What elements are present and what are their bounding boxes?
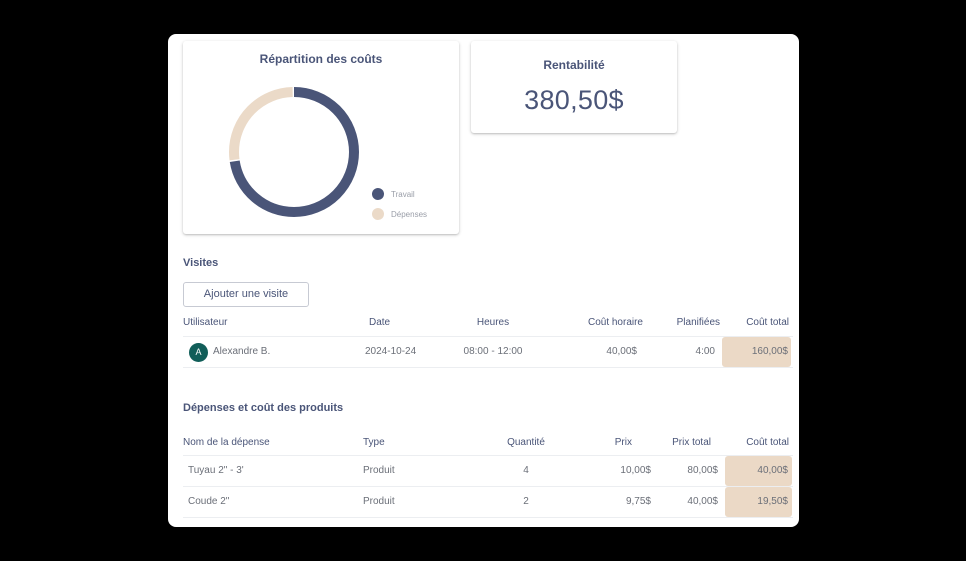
col-header-total-cost[interactable]: Coût total (746, 437, 789, 448)
profitability-value: 380,50$ (524, 85, 624, 115)
donut-segment-travail[interactable] (229, 87, 359, 217)
legend-dot-icon (372, 208, 384, 220)
add-visit-button[interactable]: Ajouter une visite (183, 282, 309, 307)
table-row[interactable]: Tuyau 2" - 3' Produit 4 10,00$ 80,00$ 40… (183, 456, 793, 487)
cell-total-price: 40,00$ (687, 496, 718, 507)
col-header-total-price[interactable]: Prix total (672, 437, 711, 448)
col-header-date[interactable]: Date (369, 317, 391, 328)
col-header-user[interactable]: Utilisateur (183, 317, 228, 328)
col-header-price[interactable]: Prix (614, 437, 632, 448)
col-header-hours[interactable]: Heures (476, 317, 510, 328)
cell-hourly-cost: 40,00$ (606, 346, 637, 357)
table-row[interactable]: Coude 2" Produit 2 9,75$ 40,00$ 19,50$ (183, 487, 793, 518)
table-row[interactable]: A Alexandre B. 2024-10-24 08:00 - 12:00 … (183, 337, 793, 368)
cell-total-cost: 19,50$ (757, 496, 788, 507)
cell-expense-name: Coude 2" (188, 496, 230, 507)
cell-planned: 4:00 (695, 346, 715, 357)
visits-table: Utilisateur Date Heures Coût horaire Pla… (183, 317, 793, 369)
cell-quantity: 2 (523, 496, 529, 507)
cell-date: 2024-10-24 (365, 346, 417, 357)
job-cost-panel: Répartition des coûts Travail Dépenses R… (168, 34, 799, 527)
col-header-quantity[interactable]: Quantité (507, 437, 545, 448)
cell-total-cost: 160,00$ (751, 346, 788, 357)
expenses-title: Dépenses et coût des produits (183, 402, 344, 414)
cost-distribution-card: Répartition des coûts Travail Dépenses (183, 41, 459, 234)
cell-total-price: 80,00$ (687, 465, 718, 476)
chart-legend: Travail Dépenses (372, 184, 427, 224)
cell-expense-name: Tuyau 2" - 3' (188, 465, 244, 476)
col-header-total-cost[interactable]: Coût total (746, 317, 789, 328)
profitability-card: Rentabilité 380,50$ (471, 41, 677, 133)
cell-user: Alexandre B. (213, 346, 271, 357)
cell-hours: 08:00 - 12:00 (463, 346, 523, 357)
profitability-title: Rentabilité (543, 58, 605, 72)
cell-type: Produit (363, 465, 395, 476)
total-cost-highlight (725, 456, 792, 486)
header-divider (183, 455, 793, 456)
legend-dot-icon (372, 188, 384, 200)
legend-label: Dépenses (391, 209, 428, 219)
cost-distribution-title: Répartition des coûts (259, 52, 383, 66)
col-header-hourly-cost[interactable]: Coût horaire (587, 317, 643, 328)
header-divider (183, 336, 793, 337)
total-cost-highlight (725, 487, 792, 517)
donut-segment-dépenses[interactable] (229, 87, 359, 217)
cell-quantity: 4 (523, 465, 529, 476)
cost-donut-chart (229, 87, 359, 217)
avatar: A (189, 343, 208, 362)
legend-item-depenses: Dépenses (372, 204, 427, 224)
col-header-type[interactable]: Type (363, 437, 385, 448)
cell-type: Produit (363, 496, 395, 507)
expenses-table: Nom de la dépense Type Quantité Prix Pri… (183, 437, 793, 519)
visits-title: Visites (183, 257, 219, 269)
legend-item-travail: Travail (372, 184, 427, 204)
cell-price: 10,00$ (620, 465, 651, 476)
total-cost-highlight (722, 337, 791, 367)
cell-total-cost: 40,00$ (757, 465, 788, 476)
col-header-expense-name[interactable]: Nom de la dépense (183, 437, 270, 448)
legend-label: Travail (391, 189, 415, 199)
cell-price: 9,75$ (625, 496, 651, 507)
col-header-planned[interactable]: Planifiées (676, 317, 720, 328)
